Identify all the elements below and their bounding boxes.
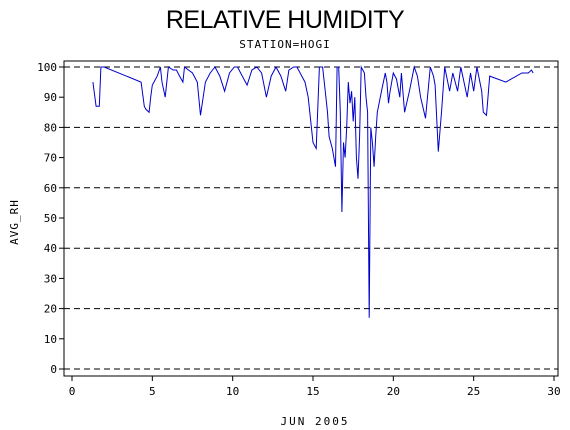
y-axis-label: AVG_RH <box>8 199 21 245</box>
y-tick-label-80: 80 <box>44 121 57 134</box>
x-tick-label-30: 30 <box>547 385 560 398</box>
x-tick-label-15: 15 <box>306 385 319 398</box>
y-tick-label-50: 50 <box>44 212 57 225</box>
y-tick-label-30: 30 <box>44 272 57 285</box>
x-tick-label-25: 25 <box>467 385 480 398</box>
x-tick-label-0: 0 <box>69 385 76 398</box>
y-tick-label-90: 90 <box>44 91 57 104</box>
y-tick-label-100: 100 <box>37 61 57 74</box>
x-tick-label-5: 5 <box>149 385 156 398</box>
y-tick-label-0: 0 <box>50 363 57 376</box>
y-tick-label-40: 40 <box>44 242 57 255</box>
y-tick-label-70: 70 <box>44 152 57 165</box>
chart-title: RELATIVE HUMIDITY <box>165 6 405 34</box>
x-axis-label: JUN 2005 <box>281 415 350 428</box>
y-tick-label-10: 10 <box>44 333 57 346</box>
plot-frame <box>63 60 559 377</box>
y-tick-label-60: 60 <box>44 182 57 195</box>
x-tick-label-10: 10 <box>226 385 239 398</box>
chart-subtitle: STATION=HOGI <box>239 38 331 51</box>
y-tick-label-20: 20 <box>44 303 57 316</box>
series-line-avg-rh <box>92 65 534 318</box>
x-tick-label-20: 20 <box>387 385 400 398</box>
